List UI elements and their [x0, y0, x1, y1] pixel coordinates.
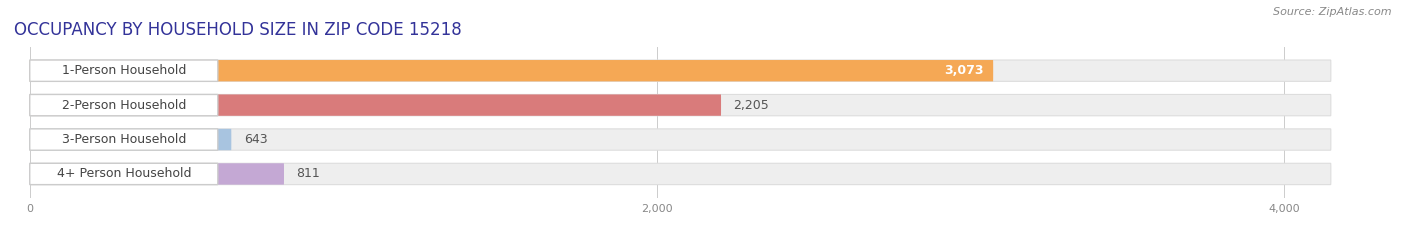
FancyBboxPatch shape — [30, 60, 218, 81]
FancyBboxPatch shape — [30, 94, 1331, 116]
Text: OCCUPANCY BY HOUSEHOLD SIZE IN ZIP CODE 15218: OCCUPANCY BY HOUSEHOLD SIZE IN ZIP CODE … — [14, 21, 461, 39]
Text: 2-Person Household: 2-Person Household — [62, 99, 186, 112]
Text: 3,073: 3,073 — [945, 64, 984, 77]
FancyBboxPatch shape — [30, 129, 1331, 150]
Text: 1-Person Household: 1-Person Household — [62, 64, 186, 77]
Text: Source: ZipAtlas.com: Source: ZipAtlas.com — [1274, 7, 1392, 17]
Text: 643: 643 — [243, 133, 267, 146]
FancyBboxPatch shape — [30, 129, 232, 150]
Text: 4+ Person Household: 4+ Person Household — [56, 168, 191, 180]
Text: 811: 811 — [297, 168, 321, 180]
Text: 2,205: 2,205 — [734, 99, 769, 112]
FancyBboxPatch shape — [30, 94, 721, 116]
FancyBboxPatch shape — [30, 94, 218, 116]
FancyBboxPatch shape — [30, 60, 993, 81]
FancyBboxPatch shape — [30, 163, 1331, 185]
FancyBboxPatch shape — [30, 129, 218, 150]
FancyBboxPatch shape — [30, 60, 1331, 81]
Text: 3-Person Household: 3-Person Household — [62, 133, 186, 146]
FancyBboxPatch shape — [30, 163, 218, 185]
FancyBboxPatch shape — [30, 163, 284, 185]
